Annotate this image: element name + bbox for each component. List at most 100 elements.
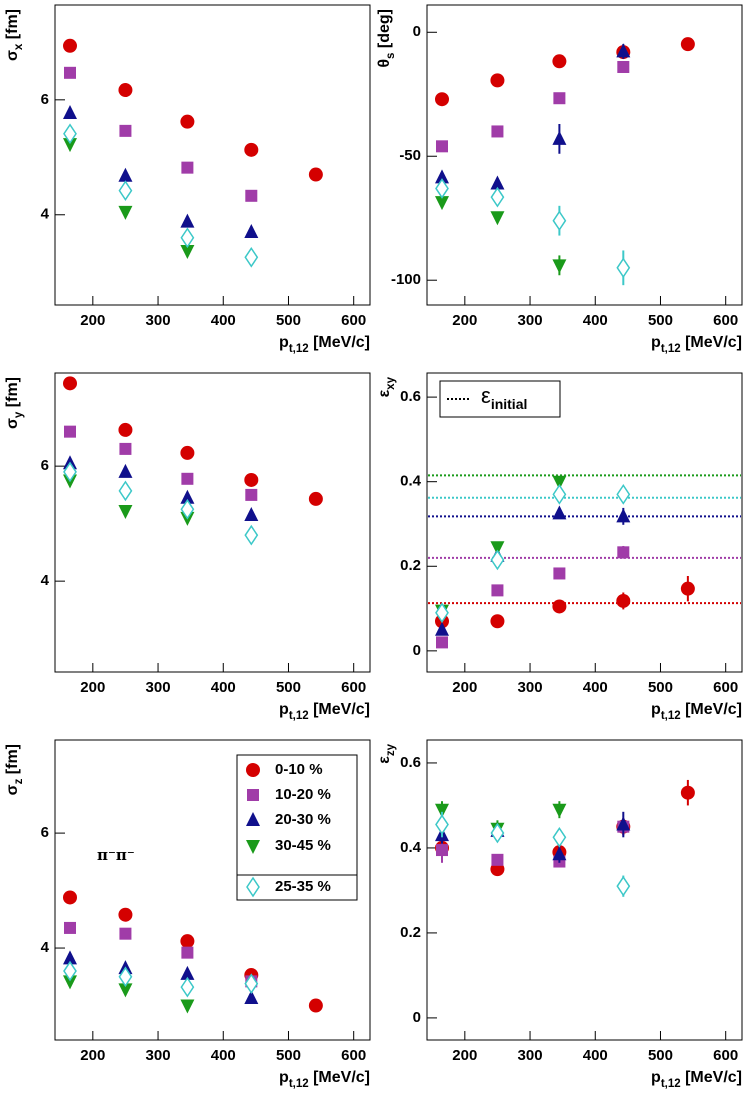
marker [118,505,133,519]
marker [552,826,567,848]
y-tick-label: 0 [413,23,421,40]
y-tick-label: 6 [41,457,49,474]
plot-frame [54,4,371,306]
marker [435,621,449,636]
marker [180,999,195,1014]
marker [180,489,195,504]
y-tick-label: -100 [391,271,421,288]
marker [118,480,133,502]
marker [63,123,77,145]
x-axis-label-sub: t,12 [661,710,681,722]
x-tick-label: 600 [713,1047,738,1064]
legend-label: 25-35 % [275,878,331,895]
x-axis-label-sub: t,12 [661,1078,681,1090]
marker [680,37,695,52]
marker [552,54,567,69]
reference-legend-sub: initial [491,396,528,412]
marker [180,965,195,980]
legend-label: 10-20 % [275,786,331,803]
marker [63,138,77,153]
marker [118,422,133,437]
x-axis-label-main: p [279,701,289,718]
y-tick-label: 0.6 [400,754,421,771]
y-tick-label: 0.2 [400,557,421,574]
x-tick-label: 600 [341,679,366,696]
marker [181,161,194,174]
legend-marker [247,789,259,801]
x-axis-label-rest: [MeV/c] [681,701,742,718]
marker [119,442,132,455]
marker [180,227,195,249]
y-axis-label-sub: xy [385,376,397,389]
marker [490,186,505,208]
legend-label: 20-30 % [275,811,331,828]
marker [436,844,448,857]
x-axis-label-main: p [651,701,661,718]
x-axis-label-rest: [MeV/c] [681,334,742,351]
marker [244,246,259,268]
marker [118,167,133,182]
marker [244,990,259,1005]
x-tick-label: 200 [452,1047,477,1064]
marker [435,196,449,211]
x-tick-label: 600 [341,1047,366,1064]
marker [435,92,449,107]
marker [63,105,77,120]
plot-frame [54,739,371,1041]
x-axis-label: pt,12 [MeV/c] [279,701,370,722]
marker [435,178,449,199]
marker [244,507,259,522]
y-axis-label-rest: [fm] [4,9,21,44]
marker [490,211,505,226]
marker [180,244,195,259]
x-tick-label: 400 [211,312,236,329]
y-axis-label-main: ε [376,389,393,397]
marker [308,491,323,506]
x-tick-label: 300 [146,1047,171,1064]
marker [181,472,194,485]
x-tick-label: 500 [648,1047,673,1064]
x-axis-label-main: p [651,1069,661,1086]
y-tick-label: 4 [41,572,50,589]
x-axis-label-rest: [MeV/c] [309,334,370,351]
marker [617,60,630,73]
marker [64,66,76,79]
marker [436,636,448,649]
y-axis-label-sub: zy [385,743,397,756]
marker [552,130,567,145]
x-tick-label: 500 [276,312,301,329]
marker [553,92,566,105]
marker [616,593,631,608]
legend-marker [246,876,260,898]
plot-frame [54,372,371,673]
x-tick-label: 300 [146,679,171,696]
marker [490,549,505,571]
x-axis-label: pt,12 [MeV/c] [651,334,742,355]
marker [435,169,449,184]
marker [180,213,195,228]
y-axis-label: εxy [376,376,397,397]
y-tick-label: 0 [413,642,421,659]
marker [181,946,194,959]
marker [552,259,567,274]
marker [180,445,195,460]
marker [616,257,631,279]
y-axis-label: θs [deg] [376,9,397,68]
x-axis-label-main: p [651,334,661,351]
marker [245,488,258,501]
x-axis-label-main: p [279,1069,289,1086]
y-tick-label: 0.4 [400,839,422,856]
marker [118,463,133,478]
x-axis-label-sub: t,12 [661,343,681,355]
y-axis-label-main: σ [4,784,21,795]
legend-label: 0-10 % [275,761,323,778]
marker [435,814,449,835]
x-tick-label: 200 [80,679,105,696]
marker [63,975,77,990]
marker [308,998,323,1013]
marker [552,599,567,614]
marker [616,43,631,58]
x-tick-label: 500 [276,1047,301,1064]
x-axis-label-rest: [MeV/c] [309,701,370,718]
marker [552,803,567,818]
